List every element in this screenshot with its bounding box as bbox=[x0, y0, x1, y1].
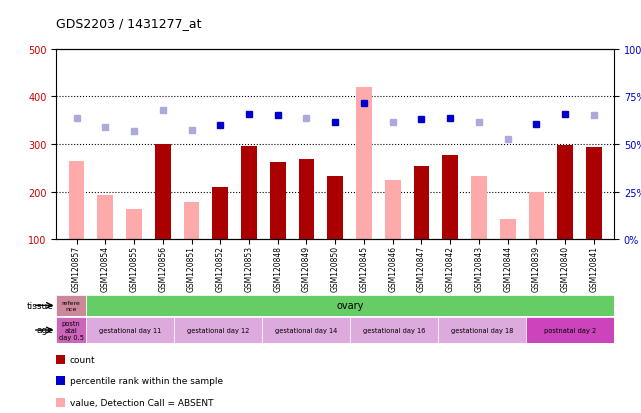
Bar bbox=[442, 156, 458, 240]
Bar bbox=[262, 317, 350, 344]
Bar bbox=[557, 146, 573, 240]
Bar bbox=[438, 317, 526, 344]
Text: gestational day 14: gestational day 14 bbox=[275, 327, 337, 333]
Text: GDS2203 / 1431277_at: GDS2203 / 1431277_at bbox=[56, 17, 202, 29]
Bar bbox=[413, 166, 429, 240]
Bar bbox=[241, 147, 257, 240]
Bar bbox=[270, 163, 286, 240]
Bar bbox=[385, 180, 401, 240]
Bar bbox=[529, 192, 544, 240]
Bar bbox=[69, 161, 85, 240]
Text: gestational day 18: gestational day 18 bbox=[451, 327, 513, 333]
Text: postn
atal
day 0.5: postn atal day 0.5 bbox=[58, 320, 83, 340]
Bar bbox=[86, 317, 174, 344]
Text: percentile rank within the sample: percentile rank within the sample bbox=[70, 376, 223, 385]
Bar bbox=[500, 219, 515, 240]
Text: ovary: ovary bbox=[337, 301, 363, 311]
Bar bbox=[299, 160, 314, 240]
Bar bbox=[526, 317, 614, 344]
Text: gestational day 11: gestational day 11 bbox=[99, 327, 161, 333]
Bar bbox=[350, 317, 438, 344]
Text: age: age bbox=[37, 326, 53, 335]
Text: value, Detection Call = ABSENT: value, Detection Call = ABSENT bbox=[70, 398, 213, 407]
Text: refere
nce: refere nce bbox=[62, 300, 81, 311]
Bar bbox=[183, 202, 199, 240]
Bar bbox=[328, 177, 343, 240]
Bar bbox=[126, 210, 142, 240]
Text: gestational day 16: gestational day 16 bbox=[363, 327, 425, 333]
Bar bbox=[56, 317, 86, 344]
Bar bbox=[174, 317, 262, 344]
Bar bbox=[356, 88, 372, 240]
Bar bbox=[212, 188, 228, 240]
Text: gestational day 12: gestational day 12 bbox=[187, 327, 249, 333]
Bar bbox=[586, 148, 602, 240]
Text: count: count bbox=[70, 355, 96, 364]
Bar bbox=[97, 195, 113, 240]
Bar bbox=[471, 176, 487, 240]
Text: postnatal day 2: postnatal day 2 bbox=[544, 327, 596, 333]
Bar bbox=[155, 145, 171, 240]
Text: tissue: tissue bbox=[26, 301, 53, 310]
Bar bbox=[56, 295, 86, 316]
